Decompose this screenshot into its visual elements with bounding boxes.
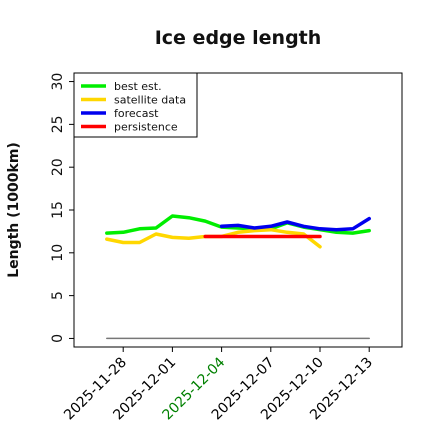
- y-axis: 0 5 10 15 20 25 30: [50, 73, 74, 343]
- y-tick-label: 0: [50, 334, 66, 343]
- legend: best est.satellite dataforecastpersisten…: [73, 72, 198, 138]
- y-tick-label: 5: [50, 291, 66, 300]
- series-line-forecast: [219, 216, 371, 232]
- y-tick-label: 10: [50, 244, 66, 262]
- legend-label: satellite data: [114, 94, 186, 107]
- x-axis: 2025-11-282025-12-012025-12-042025-12-07…: [61, 347, 376, 423]
- legend-label: forecast: [114, 107, 159, 120]
- legend-label: persistence: [114, 121, 178, 134]
- y-tick-label: 15: [50, 201, 66, 219]
- plot-lines: [105, 214, 371, 340]
- legend-label: best est.: [114, 80, 162, 93]
- y-axis-label: Length (1000km): [6, 142, 22, 278]
- chart-title: Ice edge length: [155, 27, 322, 49]
- y-tick-label: 20: [50, 158, 66, 176]
- y-tick-label: 25: [50, 115, 66, 133]
- y-tick-label: 30: [50, 73, 66, 91]
